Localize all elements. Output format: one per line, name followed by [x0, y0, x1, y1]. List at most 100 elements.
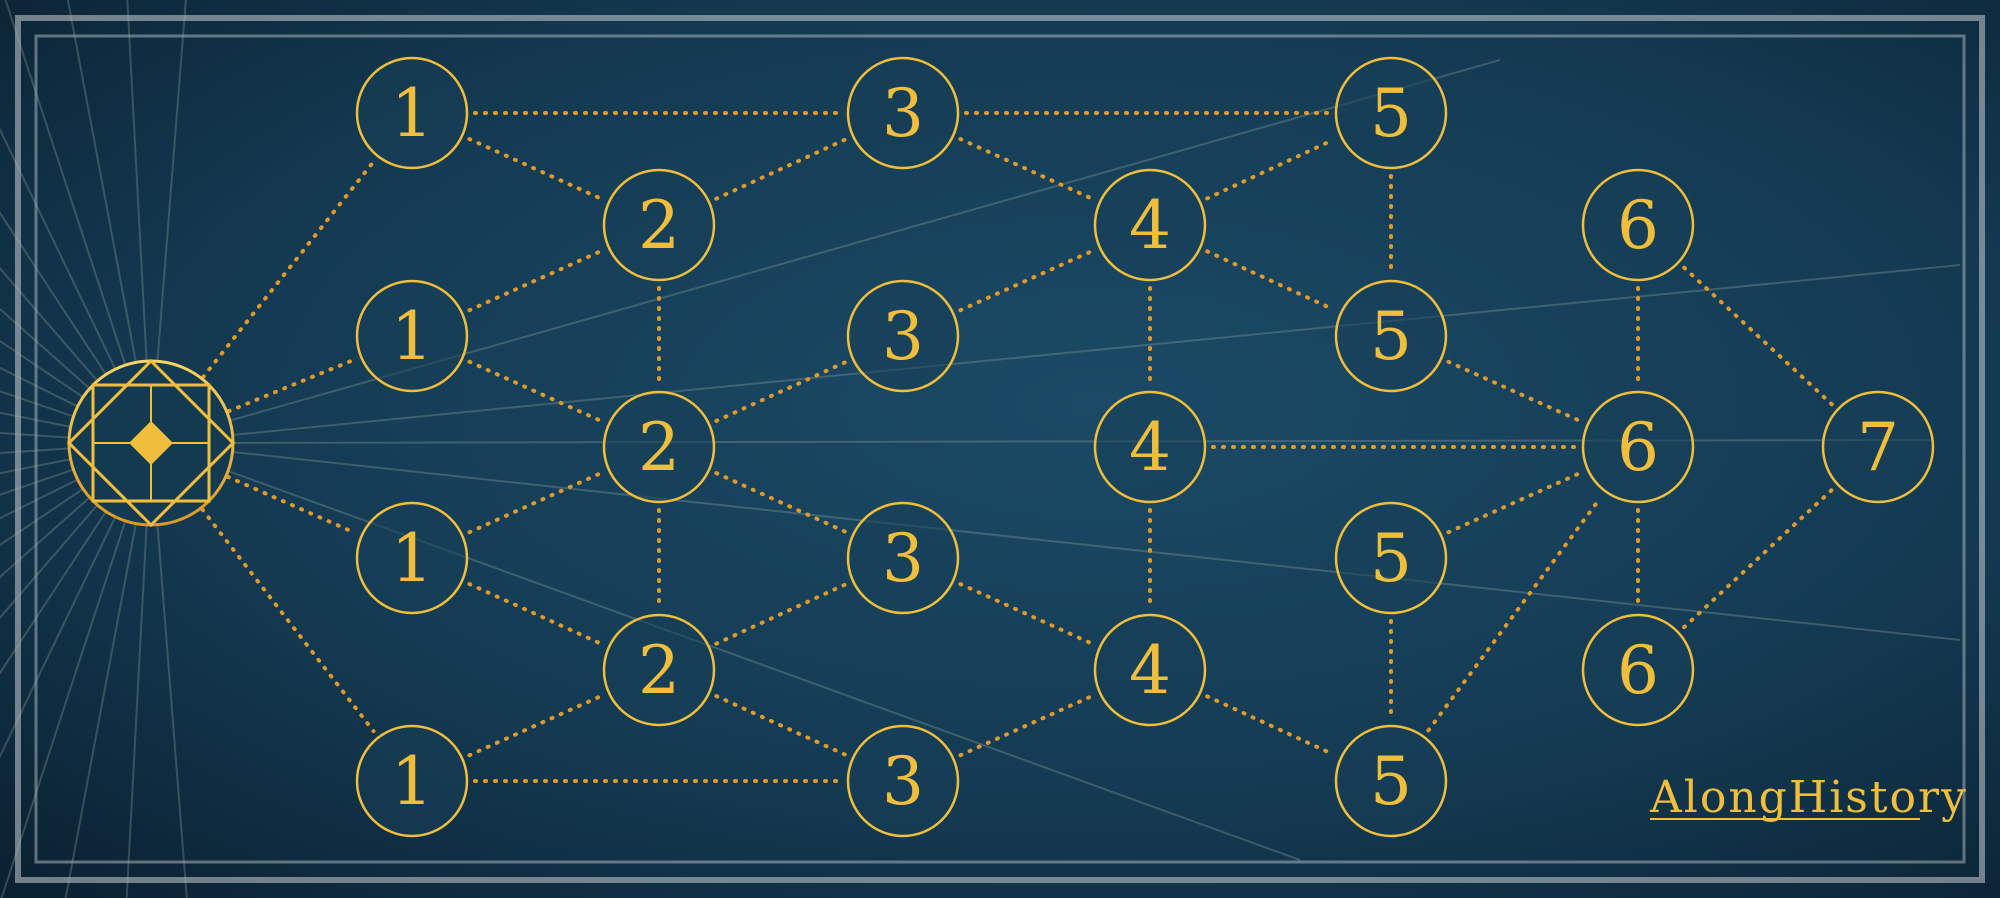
start-diamond-icon — [66, 358, 236, 528]
board-space-n2c[interactable]: 2 — [602, 613, 716, 727]
path-connection — [714, 694, 848, 757]
board-space-n6b[interactable]: 6 — [1581, 390, 1695, 504]
light-ray — [0, 432, 152, 444]
board-space-n4c[interactable]: 4 — [1093, 613, 1207, 727]
board-space-ring — [1581, 390, 1695, 504]
board-space-n1a[interactable]: 1 — [355, 56, 469, 170]
board-space-number: 2 — [638, 409, 680, 486]
board-space-number: 5 — [1370, 743, 1412, 820]
light-ray — [66, 0, 152, 444]
board-space-ring — [602, 613, 716, 727]
board-space-n3a[interactable]: 3 — [846, 56, 960, 170]
path-connection — [714, 360, 848, 423]
path-connection — [226, 357, 356, 414]
light-ray — [0, 442, 152, 496]
board-space-n1d[interactable]: 1 — [355, 724, 469, 838]
board-space-number: 3 — [882, 75, 924, 152]
board-space-number: 6 — [1617, 409, 1659, 486]
light-ray — [0, 442, 152, 675]
board-space-ring — [1093, 168, 1207, 282]
path-connection — [1682, 487, 1834, 630]
light-ray — [150, 442, 1961, 641]
light-ray — [64, 442, 152, 898]
path-connection — [201, 160, 375, 380]
board-space-n7[interactable]: 7 — [1821, 390, 1935, 504]
board-space-number: 2 — [638, 187, 680, 264]
light-ray — [0, 442, 152, 520]
board-space-n2b[interactable]: 2 — [602, 390, 716, 504]
light-ray — [126, 0, 152, 444]
board-space-n3c[interactable]: 3 — [846, 501, 960, 615]
board-space-ring — [602, 168, 716, 282]
inner-frame — [34, 34, 1966, 864]
along-history-logo: AlongHistory — [1649, 772, 1968, 823]
light-ray — [0, 266, 152, 444]
path-connection — [1446, 359, 1583, 424]
path-connection — [958, 137, 1095, 201]
path-connection — [714, 137, 848, 201]
path-connection — [1205, 249, 1336, 312]
light-ray — [0, 442, 152, 547]
board-space-n5a[interactable]: 5 — [1334, 56, 1448, 170]
start-node[interactable] — [66, 358, 236, 528]
board-space-n5d[interactable]: 5 — [1334, 724, 1448, 838]
light-ray — [0, 307, 152, 444]
light-ray — [150, 59, 1501, 444]
light-ray — [0, 411, 152, 444]
logo-text: AlongHistory — [1649, 772, 1968, 823]
light-ray — [0, 339, 152, 444]
board-space-number: 1 — [391, 298, 433, 375]
board-space-number: 4 — [1129, 409, 1171, 486]
board-space-ring — [1581, 613, 1695, 727]
board-space-n1c[interactable]: 1 — [355, 501, 469, 615]
light-ray — [150, 442, 1301, 861]
path-connection — [1205, 137, 1336, 201]
light-ray — [4, 0, 152, 444]
board-space-number: 6 — [1617, 632, 1659, 709]
board-space-number: 1 — [391, 520, 433, 597]
light-ray — [0, 442, 152, 759]
light-ray — [0, 442, 152, 454]
board-space-n6c[interactable]: 6 — [1581, 613, 1695, 727]
board-space-ring — [846, 279, 960, 393]
board-space-ring — [602, 390, 716, 504]
board-space-number: 5 — [1370, 298, 1412, 375]
board-space-ring — [355, 279, 469, 393]
path-connections — [200, 111, 1834, 783]
board-space-ring — [1821, 390, 1935, 504]
board-space-number: 7 — [1857, 409, 1899, 486]
path-connection — [1426, 495, 1603, 733]
board-space-n6a[interactable]: 6 — [1581, 168, 1695, 282]
light-ray — [0, 442, 152, 898]
light-ray — [125, 442, 152, 898]
light-ray — [150, 442, 188, 898]
board-space-ring — [846, 724, 960, 838]
light-ray — [0, 127, 152, 444]
board-space-n5c[interactable]: 5 — [1334, 501, 1448, 615]
board-space-n2a[interactable]: 2 — [602, 168, 716, 282]
board-space-n1b[interactable]: 1 — [355, 279, 469, 393]
light-ray — [0, 442, 152, 475]
board-space-n3d[interactable]: 3 — [846, 724, 960, 838]
board-space-n5b[interactable]: 5 — [1334, 279, 1448, 393]
board-space-ring — [1581, 168, 1695, 282]
board-space-n4b[interactable]: 4 — [1093, 390, 1207, 504]
light-ray — [0, 390, 152, 444]
board-space-ring — [355, 501, 469, 615]
path-connection — [1682, 265, 1834, 407]
path-connection — [225, 474, 357, 535]
path-connection — [467, 248, 604, 313]
path-connection — [200, 507, 376, 734]
board-space-ring — [1334, 724, 1448, 838]
board-space-n3b[interactable]: 3 — [846, 279, 960, 393]
numbered-nodes: 1 1 1 1 2 2 2 3 3 3 3 4 4 4 5 5 5 5 6 6 6 7 — [355, 56, 1935, 838]
board-space-n4a[interactable]: 4 — [1093, 168, 1207, 282]
board-space-ring — [1334, 279, 1448, 393]
board-space-number: 4 — [1129, 187, 1171, 264]
path-connection — [467, 137, 604, 201]
path-connection — [958, 582, 1095, 646]
path-connection — [467, 470, 604, 535]
path-connection — [1205, 694, 1336, 757]
